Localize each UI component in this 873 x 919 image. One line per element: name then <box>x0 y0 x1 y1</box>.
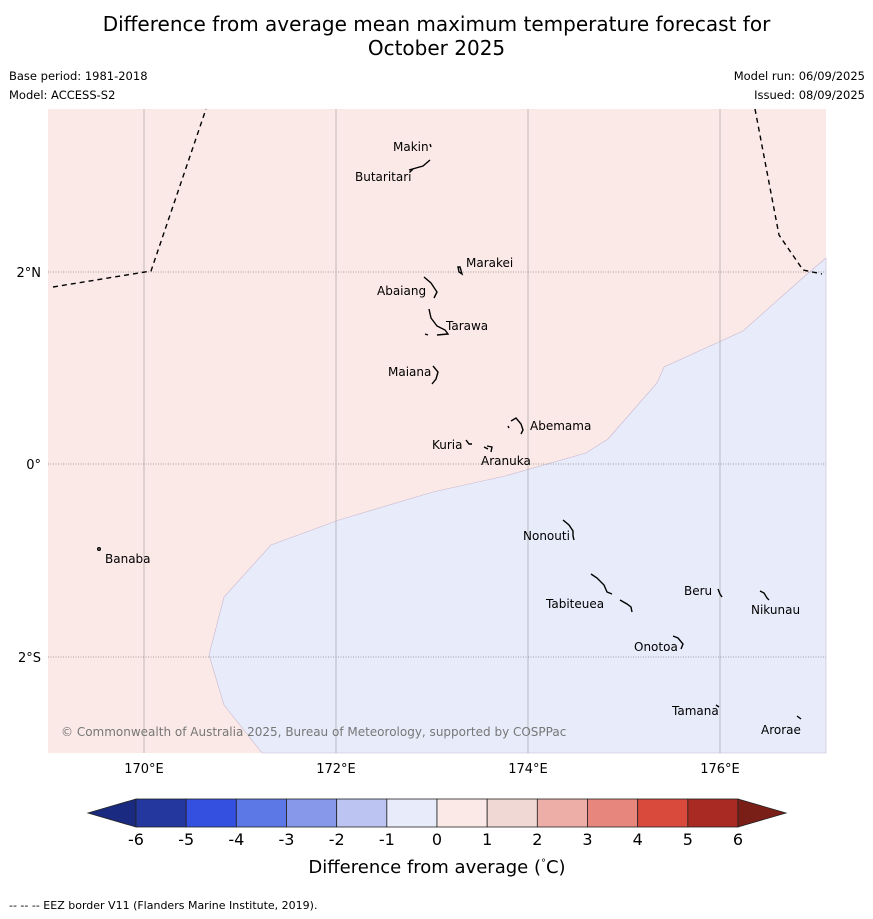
label-banaba: Banaba <box>105 552 151 566</box>
island-makin-shape <box>429 143 432 148</box>
label-tamana: Tamana <box>671 704 719 718</box>
island-kuria-shape <box>465 439 472 445</box>
eez-border-west <box>52 108 207 288</box>
colorbar-tick-label: 6 <box>733 830 743 849</box>
colorbar-segment <box>185 798 237 828</box>
map-title: Difference from average mean maximum tem… <box>0 12 873 60</box>
colorbar-tick-label: 0 <box>432 830 442 849</box>
colorbar-tick-label: -5 <box>178 830 194 849</box>
colorbar-segment <box>386 798 438 828</box>
lon-label-170e: 170°E <box>124 762 164 777</box>
island-aranuka-shape <box>483 445 493 453</box>
gridlines <box>143 109 721 753</box>
model-run-date: Model run: 06/09/2025 <box>733 69 865 83</box>
colorbar-segment <box>687 798 739 828</box>
eez-border-east <box>754 108 823 275</box>
label-onotoa: Onotoa <box>634 640 678 654</box>
island-nikunau-shape <box>759 590 770 601</box>
island-outlines <box>96 143 802 720</box>
colorbar-over-arrow <box>737 798 788 828</box>
colorbar-tick-label: 1 <box>482 830 492 849</box>
lon-label-172e: 172°E <box>316 762 356 777</box>
label-makin: Makin <box>393 140 429 154</box>
colorbar-segment <box>536 798 588 828</box>
label-butaritari: Butaritari <box>355 170 412 184</box>
meta-right: Model run: 06/09/2025 Issued: 08/09/2025 <box>734 67 865 105</box>
island-nonouti-shape <box>562 519 575 541</box>
colorbar-tick-label: 3 <box>582 830 592 849</box>
colorbar-tick-label: -3 <box>279 830 295 849</box>
island-abemama-shape <box>507 417 524 435</box>
lat-label-2n: 2°N <box>17 266 42 281</box>
island-arorae-shape <box>796 715 802 720</box>
issued-date: Issued: 08/09/2025 <box>754 88 865 102</box>
island-labels: Makin Butaritari Marakei Abaiang Tarawa … <box>105 140 801 737</box>
lon-label-174e: 174°E <box>508 762 548 777</box>
island-abaiang-shape <box>423 276 438 299</box>
island-tabiteuea-shape <box>590 573 633 613</box>
lat-label-2s: 2°S <box>18 651 41 666</box>
island-banaba-shape <box>96 547 101 552</box>
lat-label-0: 0° <box>26 458 41 473</box>
colorbar-segment <box>587 798 639 828</box>
label-beru: Beru <box>684 584 712 598</box>
copyright-notice: © Commonwealth of Australia 2025, Bureau… <box>61 725 566 739</box>
colorbar-label: Difference from average (°C) <box>308 857 565 878</box>
label-tarawa: Tarawa <box>445 319 488 333</box>
label-abemama: Abemama <box>530 419 591 433</box>
colorbar-under-arrow <box>86 798 137 828</box>
island-beru-shape <box>717 588 723 598</box>
label-nonouti: Nonouti <box>523 529 570 543</box>
label-nikunau: Nikunau <box>751 603 800 617</box>
label-maiana: Maiana <box>388 365 431 379</box>
colorbar-segment <box>637 798 689 828</box>
colorbar-tick-label: -2 <box>329 830 345 849</box>
island-tarawa-shape <box>424 308 450 336</box>
label-arorae: Arorae <box>761 723 801 737</box>
island-tamana-shape <box>715 704 720 708</box>
colorbar-segment <box>486 798 538 828</box>
eez-border <box>52 108 823 288</box>
colorbar-segment <box>235 798 287 828</box>
latitude-labels: 2°N 0° 2°S <box>17 266 42 666</box>
colorbar-tick-label: 4 <box>633 830 643 849</box>
colorbar-tick-label: -6 <box>128 830 144 849</box>
colorbar-segment <box>436 798 488 828</box>
colorbar-tick-labels: -6 -5 -4 -3 -2 -1 0 1 2 3 4 5 6 <box>128 830 743 849</box>
label-abaiang: Abaiang <box>377 284 426 298</box>
meta-left: Base period: 1981-2018 Model: ACCESS-S2 <box>9 67 148 105</box>
colorbar-tick-label: 5 <box>683 830 693 849</box>
title-line-2: October 2025 <box>367 36 506 60</box>
island-maiana-shape <box>431 365 439 385</box>
colorbar-tick-label: -1 <box>379 830 395 849</box>
eez-border-footnote: -- -- -- EEZ border V11 (Flanders Marine… <box>9 899 318 912</box>
label-marakei: Marakei <box>466 256 513 270</box>
island-marakei-shape <box>457 266 464 276</box>
island-butaritari-shape <box>408 159 431 173</box>
base-period: Base period: 1981-2018 <box>9 69 148 83</box>
colorbar-tick-label: -4 <box>228 830 244 849</box>
label-aranuka: Aranuka <box>481 454 531 468</box>
cool-anomaly-zone <box>208 257 827 754</box>
longitude-labels: 170°E 172°E 174°E 176°E <box>124 762 740 777</box>
lon-label-176e: 176°E <box>700 762 740 777</box>
title-line-1: Difference from average mean maximum tem… <box>102 12 771 36</box>
label-kuria: Kuria <box>432 438 463 452</box>
colorbar-tick-label: 2 <box>532 830 542 849</box>
parallels <box>48 271 826 658</box>
colorbar <box>86 798 788 828</box>
island-onotoa-shape <box>672 635 684 650</box>
model-name: Model: ACCESS-S2 <box>9 88 116 102</box>
label-tabiteuea: Tabiteuea <box>545 597 604 611</box>
colorbar-segment <box>336 798 388 828</box>
colorbar-segment <box>135 798 187 828</box>
colorbar-segment <box>286 798 338 828</box>
